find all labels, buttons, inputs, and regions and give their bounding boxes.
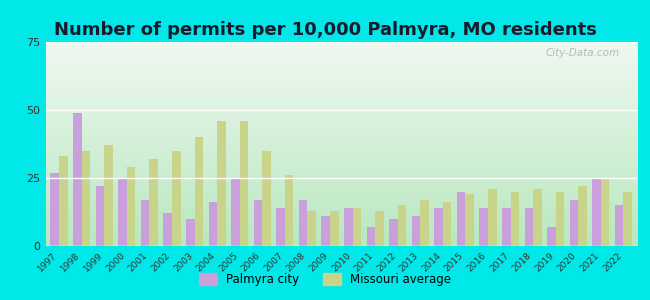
Bar [375, 211, 383, 246]
Bar [150, 159, 158, 246]
Bar [194, 137, 203, 246]
Text: Number of permits per 10,000 Palmyra, MO residents: Number of permits per 10,000 Palmyra, MO… [53, 21, 597, 39]
Bar [592, 178, 601, 246]
Bar [285, 175, 293, 246]
Bar [533, 189, 541, 246]
Bar [510, 192, 519, 246]
Bar [141, 200, 150, 246]
Bar [118, 178, 127, 246]
Bar [434, 208, 443, 246]
Bar [163, 213, 172, 246]
Bar [615, 205, 623, 246]
Bar [217, 121, 226, 246]
Bar [502, 208, 510, 246]
Bar [276, 208, 285, 246]
Bar [578, 186, 587, 246]
Bar [480, 208, 488, 246]
Bar [569, 200, 578, 246]
Bar [443, 202, 451, 246]
Bar [547, 227, 556, 246]
Bar [209, 202, 217, 246]
Bar [254, 200, 262, 246]
Legend: Palmyra city, Missouri average: Palmyra city, Missouri average [194, 268, 456, 291]
Bar [104, 146, 113, 246]
Bar [307, 211, 316, 246]
Bar [186, 219, 194, 246]
Bar [82, 151, 90, 246]
Bar [352, 208, 361, 246]
Bar [73, 113, 82, 246]
Bar [240, 121, 248, 246]
Bar [127, 167, 135, 246]
Bar [330, 211, 339, 246]
Bar [344, 208, 352, 246]
Bar [96, 186, 104, 246]
Bar [488, 189, 497, 246]
Bar [525, 208, 533, 246]
Bar [421, 200, 429, 246]
Bar [262, 151, 271, 246]
Bar [623, 192, 632, 246]
Bar [321, 216, 330, 246]
Text: City-Data.com: City-Data.com [545, 48, 619, 58]
Bar [367, 227, 375, 246]
Bar [398, 205, 406, 246]
Bar [465, 194, 474, 246]
Bar [51, 172, 59, 246]
Bar [601, 178, 610, 246]
Bar [231, 178, 240, 246]
Bar [299, 200, 307, 246]
Bar [389, 219, 398, 246]
Bar [411, 216, 421, 246]
Bar [556, 192, 564, 246]
Bar [59, 156, 68, 246]
Bar [172, 151, 181, 246]
Bar [457, 192, 465, 246]
